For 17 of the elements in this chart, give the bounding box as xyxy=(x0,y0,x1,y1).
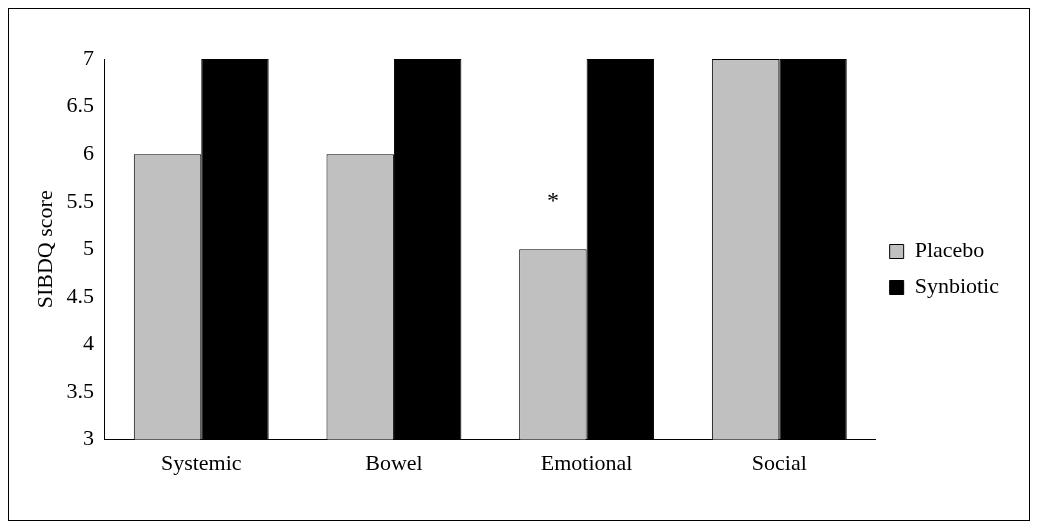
x-tick-label: Systemic xyxy=(160,449,242,475)
y-axis-title: SIBDQ score xyxy=(31,190,57,309)
y-tick-label: 5 xyxy=(82,235,94,261)
y-tick-label: 3 xyxy=(82,425,94,451)
x-tick-label: Emotional xyxy=(540,449,633,475)
y-tick-label: 4.5 xyxy=(66,282,94,308)
legend-label: Placebo xyxy=(914,237,985,263)
x-tick-label: Bowel xyxy=(365,449,423,475)
y-tick-label: 7 xyxy=(82,44,94,70)
annotation: * xyxy=(546,187,559,214)
x-tick-label: Social xyxy=(751,449,807,475)
y-tick-label: 4 xyxy=(82,330,94,356)
y-tick-label: 6 xyxy=(82,139,94,165)
legend-label: Synbiotic xyxy=(914,273,1000,299)
y-tick-label: 5.5 xyxy=(66,187,94,213)
y-tick-label: 3.5 xyxy=(66,377,94,403)
y-tick-label: 6.5 xyxy=(66,92,94,118)
